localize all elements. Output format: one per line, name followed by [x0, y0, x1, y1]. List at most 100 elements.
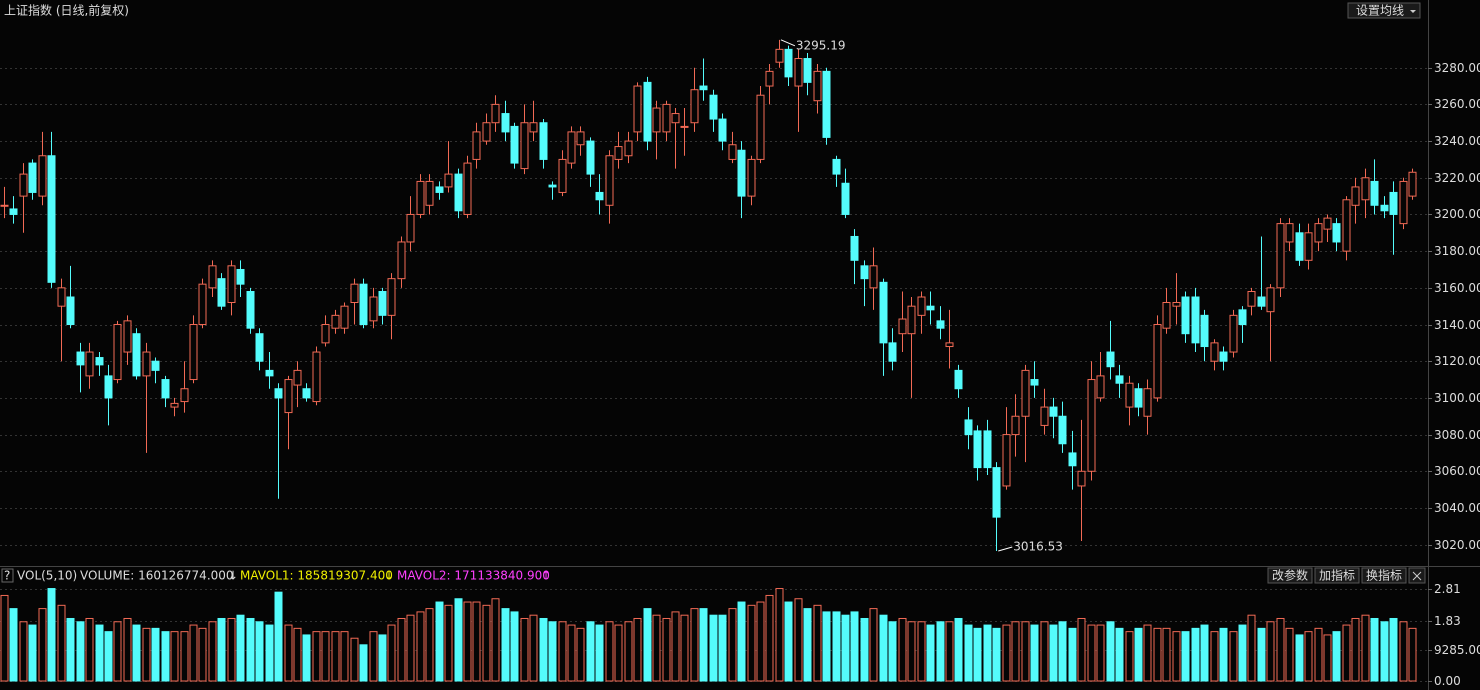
candle-body	[510, 125, 519, 164]
candle-body	[312, 351, 321, 403]
volume-bar	[1143, 624, 1152, 682]
candle-body	[841, 182, 850, 215]
candle-body	[1380, 204, 1389, 212]
volume-bar	[850, 611, 859, 682]
switch-indicator-button[interactable]: 换指标	[1361, 567, 1407, 584]
volume-bar	[1077, 617, 1086, 682]
volume-bar	[1238, 624, 1247, 682]
volume-bar	[605, 621, 614, 682]
volume-bar	[784, 601, 793, 682]
volume-bar	[151, 627, 160, 682]
y-tick-label: 3120.00	[1434, 354, 1480, 368]
candle-body	[1323, 217, 1332, 230]
candle-body	[652, 107, 661, 133]
candle-body	[1153, 324, 1162, 399]
candle-body	[1115, 375, 1124, 384]
volume-bar	[293, 627, 302, 682]
param-button[interactable]: 改参数	[1267, 567, 1313, 584]
volume-bar	[765, 594, 774, 682]
candle-body	[501, 113, 510, 133]
candle-body	[813, 70, 822, 102]
candle-body	[161, 379, 170, 399]
candle-body	[709, 94, 718, 120]
volume-bar	[274, 591, 283, 682]
volume-bar	[586, 621, 595, 682]
candle-body	[784, 48, 793, 78]
candle-body	[529, 122, 538, 133]
volume-bar	[142, 627, 151, 682]
candle-body	[973, 430, 982, 469]
volume-bar	[491, 598, 500, 682]
volume-bar	[416, 611, 425, 682]
candle-body	[850, 235, 859, 261]
y-tick-label: 3020.00	[1434, 538, 1480, 552]
help[interactable]: ?	[4, 569, 10, 583]
volume-bar	[1030, 624, 1039, 682]
volume-bar	[1351, 617, 1360, 682]
candle-body	[85, 351, 94, 377]
candle-body	[945, 342, 954, 348]
y-tick-label: 3180.00	[1434, 244, 1480, 258]
volume-bar	[576, 627, 585, 682]
volume-bar	[265, 624, 274, 682]
candle-body	[246, 291, 255, 329]
volume-bar	[907, 621, 916, 682]
volume-bar	[123, 617, 132, 682]
volume-bar	[803, 608, 812, 682]
volume-bar	[680, 614, 689, 682]
volume-bar	[28, 624, 37, 682]
volume-bar	[302, 634, 311, 682]
volume-bar	[217, 617, 226, 682]
candle-body	[132, 333, 141, 377]
volume-bar	[747, 604, 756, 682]
volume-bar	[1229, 631, 1238, 682]
candle-body	[425, 180, 434, 206]
volume-bar	[57, 604, 66, 682]
candle-body	[142, 351, 151, 377]
add-indicator-button[interactable]: 加指标	[1314, 567, 1360, 584]
button-label[interactable]: 设置均线	[1356, 4, 1404, 18]
candle-body	[113, 324, 122, 381]
candle-body	[378, 291, 387, 316]
candle-body	[1370, 180, 1379, 206]
y-tick-label: 3200.00	[1434, 207, 1480, 221]
volume-bar	[246, 617, 255, 682]
set-ma-button[interactable]: 设置均线	[1347, 2, 1421, 19]
candle-body	[189, 324, 198, 381]
candle-body	[936, 320, 945, 329]
volume-bar	[1332, 631, 1341, 682]
volume-bar	[208, 621, 217, 682]
volume-bar	[917, 621, 926, 682]
candle-body	[1200, 314, 1209, 348]
close-button[interactable]	[1408, 567, 1426, 584]
volume-bar	[236, 614, 245, 682]
candle-body	[680, 125, 689, 128]
volume-bar	[255, 621, 264, 682]
volume-bar	[1219, 627, 1228, 682]
candle-body	[1229, 314, 1238, 353]
button-label[interactable]: 加指标	[1319, 568, 1355, 583]
mavol2-arrow: ↑	[541, 569, 551, 583]
volume-bar	[510, 611, 519, 682]
volume-bar	[95, 624, 104, 682]
candle-body	[302, 388, 311, 399]
min-label: 3016.53	[1013, 540, 1063, 554]
volume-bar	[1408, 627, 1417, 682]
y-tick-label: 3040.00	[1434, 501, 1480, 515]
volume-bar	[936, 621, 945, 682]
candle-body	[0, 204, 9, 207]
candle-body	[832, 158, 841, 175]
candle-body	[1351, 186, 1360, 206]
candle-body	[1332, 223, 1341, 243]
candle-body	[718, 118, 727, 142]
volume-bar	[331, 631, 340, 682]
volume-bar	[954, 617, 963, 682]
candle-body	[624, 140, 633, 157]
button-label[interactable]: 换指标	[1366, 568, 1402, 583]
volume-bar	[1361, 614, 1370, 682]
candle-body	[1361, 177, 1370, 201]
candle-body	[397, 241, 406, 280]
volume-bar	[595, 624, 604, 682]
volume-bar	[973, 627, 982, 682]
button-label[interactable]: 改参数	[1272, 568, 1308, 583]
